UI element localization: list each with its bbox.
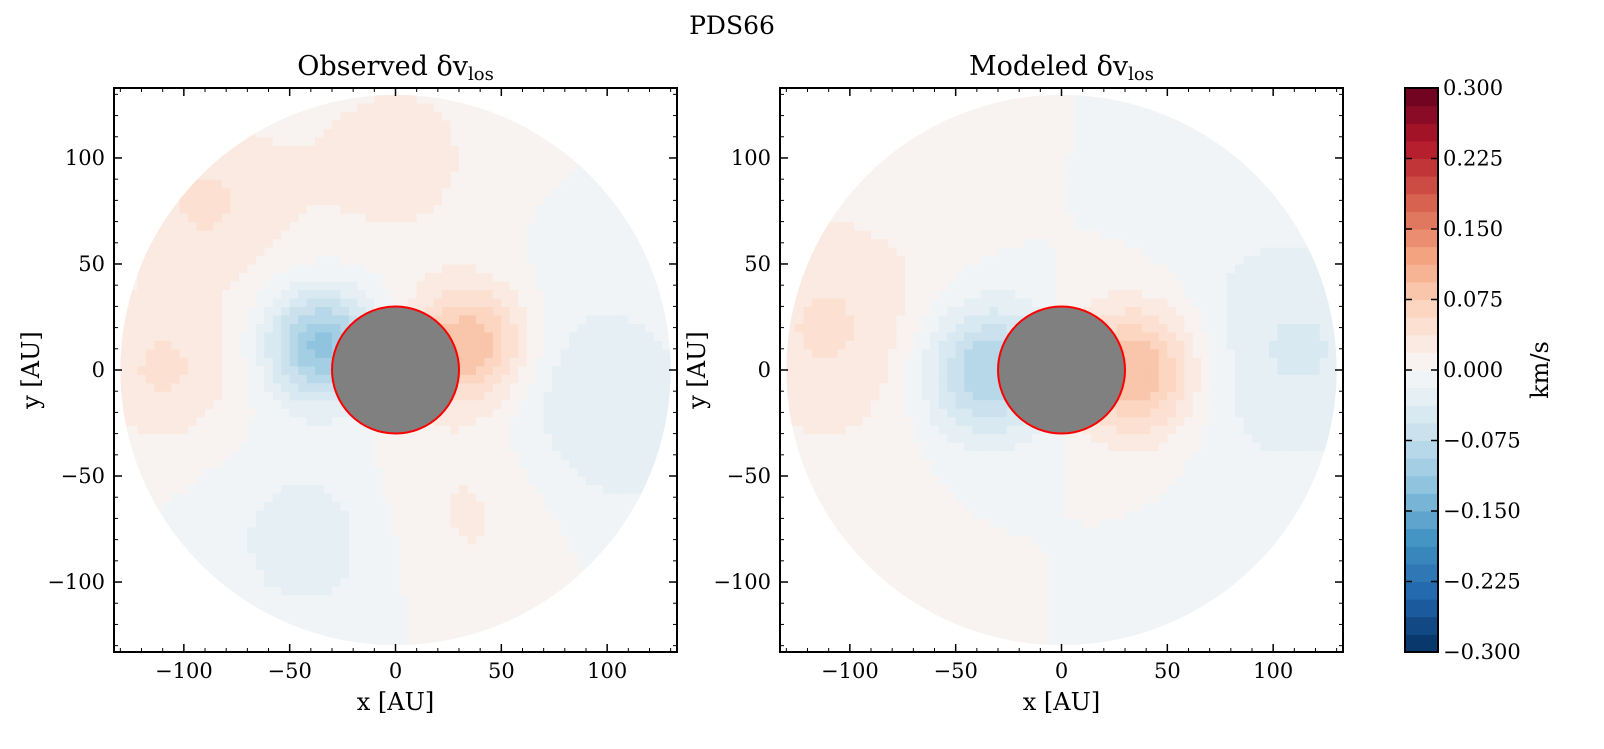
x-tick-label: 100 [1253, 659, 1293, 683]
y-tick-label: −100 [713, 570, 771, 594]
y-tick-label: 50 [78, 252, 105, 276]
colorbar-tick-label: 0.000 [1443, 358, 1503, 382]
colorbar-level [1405, 317, 1438, 336]
y-tick-label: −50 [727, 464, 771, 488]
colorbar-level [1405, 158, 1438, 177]
colorbar-level [1405, 511, 1438, 530]
colorbar-level [1405, 229, 1438, 248]
y-tick-label: −100 [47, 570, 105, 594]
colorbar-level [1405, 176, 1438, 195]
colorbar-tick-label: 0.225 [1443, 147, 1503, 171]
y-tick-label: 100 [65, 146, 105, 170]
colorbar-level [1405, 616, 1438, 635]
figure-suptitle: PDS66 [689, 11, 775, 40]
colorbar-level [1405, 193, 1438, 212]
colorbar-level [1405, 387, 1438, 406]
colorbar-tick-label: 0.075 [1443, 288, 1503, 312]
colorbar-level [1405, 105, 1438, 124]
colorbar-level [1405, 123, 1438, 142]
velocity-field [786, 94, 1337, 646]
y-tick-label: −50 [61, 464, 105, 488]
y-tick-label: 0 [92, 358, 105, 382]
colorbar-level [1405, 211, 1438, 230]
x-tick-label: −50 [934, 659, 978, 683]
observed-panel: −100 −50 0 50 100 −100 −50 0 50 100 x [AU] y [AU] Ob… [17, 51, 678, 716]
colorbar-level [1405, 299, 1438, 318]
modeled-panel: −100 −50 0 50 100 −100 −50 0 50 100 x [AU] y [AU] Mo… [683, 51, 1344, 716]
x-tick-label: 0 [1055, 659, 1068, 683]
x-axis-label: x [AU] [1023, 688, 1100, 716]
colorbar-level [1405, 599, 1438, 618]
colorbar-tick-label: 0.300 [1443, 76, 1503, 100]
colorbar-tick-label: −0.150 [1443, 499, 1521, 523]
colorbar-tick-label: 0.150 [1443, 217, 1503, 241]
x-tick-label: 50 [1154, 659, 1181, 683]
inner-mask-circle [331, 305, 460, 435]
colorbar-tick-label: −0.225 [1443, 570, 1521, 594]
colorbar-level [1405, 281, 1438, 300]
colorbar-level [1405, 405, 1438, 424]
colorbar-level [1405, 264, 1438, 283]
colorbar-level [1405, 352, 1438, 371]
colorbar-level [1405, 581, 1438, 600]
y-axis-label: y [AU] [17, 331, 45, 409]
colorbar-level [1405, 546, 1438, 565]
x-axis-label: x [AU] [357, 688, 434, 716]
colorbar-level [1405, 528, 1438, 547]
colorbar-level [1405, 440, 1438, 459]
colorbar: 0.300 0.225 0.150 0.075 0.000 −0.075 −0.150 −0.… [1404, 76, 1554, 664]
colorbar-level [1405, 563, 1438, 582]
y-tick-label: 0 [758, 358, 771, 382]
y-tick-label: 100 [731, 146, 771, 170]
panel-title: Modeled δvlos [969, 51, 1154, 85]
x-tick-label: −100 [155, 659, 213, 683]
colorbar-level [1405, 140, 1438, 159]
colorbar-level [1405, 422, 1438, 441]
colorbar-tick-label: −0.075 [1443, 429, 1521, 453]
x-tick-label: 50 [488, 659, 515, 683]
colorbar-level [1405, 634, 1438, 653]
colorbar-tick-label: −0.300 [1443, 640, 1521, 664]
colorbar-level [1405, 493, 1438, 512]
x-tick-label: −100 [821, 659, 879, 683]
colorbar-level [1405, 370, 1438, 389]
x-tick-label: 0 [389, 659, 402, 683]
colorbar-level [1405, 88, 1438, 107]
y-tick-label: 50 [744, 252, 771, 276]
colorbar-label: km/s [1526, 341, 1554, 399]
colorbar-level [1405, 334, 1438, 353]
x-tick-label: 100 [587, 659, 627, 683]
inner-mask-circle [997, 305, 1126, 435]
colorbar-level [1405, 246, 1438, 265]
colorbar-level [1405, 458, 1438, 477]
x-tick-label: −50 [268, 659, 312, 683]
colorbar-level [1405, 475, 1438, 494]
panel-title: Observed δvlos [297, 51, 494, 85]
y-axis-label: y [AU] [683, 331, 711, 409]
